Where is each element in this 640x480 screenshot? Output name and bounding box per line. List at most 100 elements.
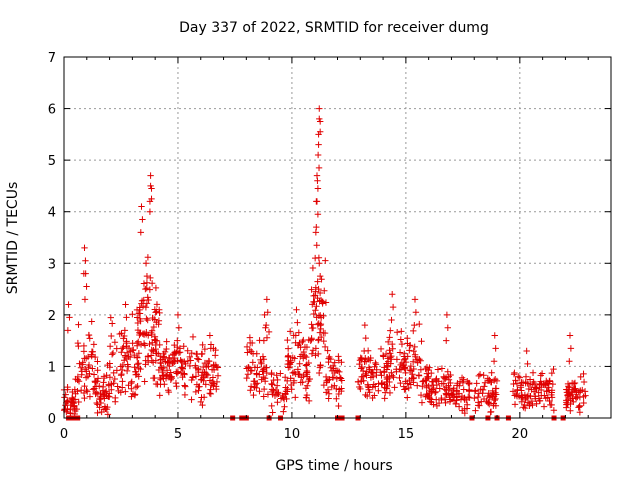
data-point: [112, 394, 119, 402]
data-point: [449, 391, 456, 398]
data-point: [542, 394, 549, 402]
data-point: [81, 394, 88, 402]
data-point: [528, 397, 536, 405]
data-point: [83, 283, 90, 290]
data-point: [393, 356, 401, 363]
data-point: [547, 401, 554, 409]
data-point: [97, 396, 104, 403]
data-point: [97, 399, 105, 407]
data-point: [262, 321, 270, 329]
data-point: [109, 349, 117, 357]
data-point: [137, 330, 144, 337]
data-point: [300, 372, 307, 380]
data-point: [291, 355, 298, 362]
data-point: [522, 373, 530, 380]
data-point: [209, 374, 217, 381]
data-point: [153, 301, 161, 308]
data-point: [127, 379, 135, 387]
data-point: [491, 396, 498, 404]
data-point: [148, 329, 155, 337]
data-point: [511, 401, 519, 408]
data-point: [323, 379, 330, 386]
data-point: [490, 358, 498, 365]
data-point: [365, 364, 373, 371]
x-axis-label: GPS time / hours: [275, 458, 392, 474]
data-point: [357, 378, 365, 385]
data-point: [548, 369, 556, 377]
data-point: [567, 345, 575, 352]
y-tick-label: 2: [48, 309, 56, 324]
data-point: [492, 345, 499, 352]
data-point: [580, 370, 587, 378]
data-point: [200, 363, 207, 371]
data-point: [160, 372, 167, 380]
data-point: [286, 328, 294, 335]
data-point: [77, 387, 85, 394]
data-point: [316, 128, 324, 135]
data-point: [143, 315, 150, 322]
data-point: [315, 164, 323, 172]
data-point: [411, 321, 418, 329]
data-point: [72, 407, 79, 415]
data-point: [107, 314, 114, 321]
data-point: [572, 385, 579, 392]
data-point: [137, 365, 144, 373]
data-point: [143, 272, 151, 280]
data-point: [179, 364, 186, 372]
data-point: [564, 391, 572, 398]
data-point: [180, 343, 187, 350]
data-point: [526, 392, 534, 400]
data-point: [134, 382, 141, 390]
data-point: [492, 376, 499, 383]
data-point: [434, 366, 442, 373]
data-point: [480, 372, 487, 379]
data-point: [258, 376, 265, 383]
data-point: [358, 363, 366, 371]
data-point: [564, 380, 572, 388]
data-point: [144, 254, 152, 261]
data-point: [390, 374, 397, 381]
data-point: [163, 345, 170, 353]
data-point: [123, 367, 131, 375]
data-point: [473, 380, 480, 387]
data-point: [109, 320, 116, 327]
data-point: [518, 379, 525, 386]
data-point: [359, 373, 367, 380]
data-point: [89, 365, 96, 372]
data-point: [119, 384, 126, 391]
data-point: [174, 357, 181, 365]
data-point: [533, 400, 540, 407]
data-point: [540, 403, 548, 410]
data-point: [199, 401, 206, 409]
data-point: [312, 345, 320, 352]
data-point: [387, 350, 394, 357]
data-point: [302, 394, 310, 401]
data-point: [137, 341, 145, 348]
data-point: [317, 321, 324, 329]
data-point: [63, 398, 71, 405]
data-point: [316, 364, 324, 371]
data-point: [194, 365, 202, 373]
data-point: [401, 355, 409, 362]
data-point: [548, 387, 556, 394]
data-point: [152, 337, 159, 344]
data-point: [317, 297, 325, 304]
data-point: [163, 371, 171, 378]
data-point: [172, 379, 180, 387]
data-point: [430, 401, 437, 408]
data-point: [315, 337, 322, 344]
data-point: [82, 257, 89, 264]
data-point: [101, 403, 109, 410]
data-point: [576, 387, 584, 395]
data-point: [195, 387, 202, 394]
data-point: [81, 296, 89, 303]
data-point: [407, 341, 414, 349]
data-point: [199, 341, 206, 349]
data-point: [423, 370, 431, 377]
data-point: [358, 365, 365, 372]
data-point: [244, 371, 252, 378]
data-point: [129, 347, 136, 354]
data-point: [518, 387, 525, 394]
data-point: [94, 401, 101, 408]
data-point: [404, 380, 411, 387]
